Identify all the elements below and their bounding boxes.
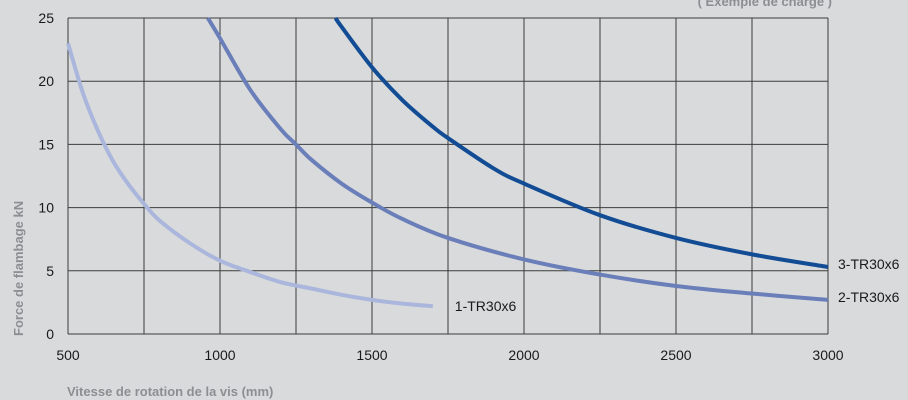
tick-labels: 0 5 10 15 20 25 500 1000 1500 2000 2500 3000 [38,10,843,363]
y-tick-label-0: 0 [46,326,54,342]
series-line-3 [333,16,829,269]
y-tick-label-4: 20 [38,73,54,89]
x-tick-label-0: 500 [56,347,80,363]
series-group [66,16,829,309]
series-label-1: 1-TR30x6 [455,298,517,314]
corner-note: ( Exemple de charge ) [698,0,832,9]
y-axis-title: Force de flambage kN [11,201,26,336]
series-label-2: 2-TR30x6 [838,289,900,305]
series-label-3: 3-TR30x6 [838,256,900,272]
y-tick-label-3: 15 [38,136,54,152]
x-tick-label-5: 3000 [812,347,843,363]
series-line-1 [66,42,433,309]
x-axis-title: Vitesse de rotation de la vis (mm) [67,384,273,399]
x-tick-label-3: 2000 [508,347,539,363]
series-labels: 1-TR30x6 2-TR30x6 3-TR30x6 [455,256,900,314]
y-tick-label-2: 10 [38,200,54,216]
y-tick-label-5: 25 [38,10,54,26]
x-tick-label-2: 1500 [356,347,387,363]
x-tick-label-4: 2500 [660,347,691,363]
series-line-2 [206,16,829,302]
grid [67,17,829,335]
x-tick-label-1: 1000 [204,347,235,363]
y-tick-label-1: 5 [46,263,54,279]
